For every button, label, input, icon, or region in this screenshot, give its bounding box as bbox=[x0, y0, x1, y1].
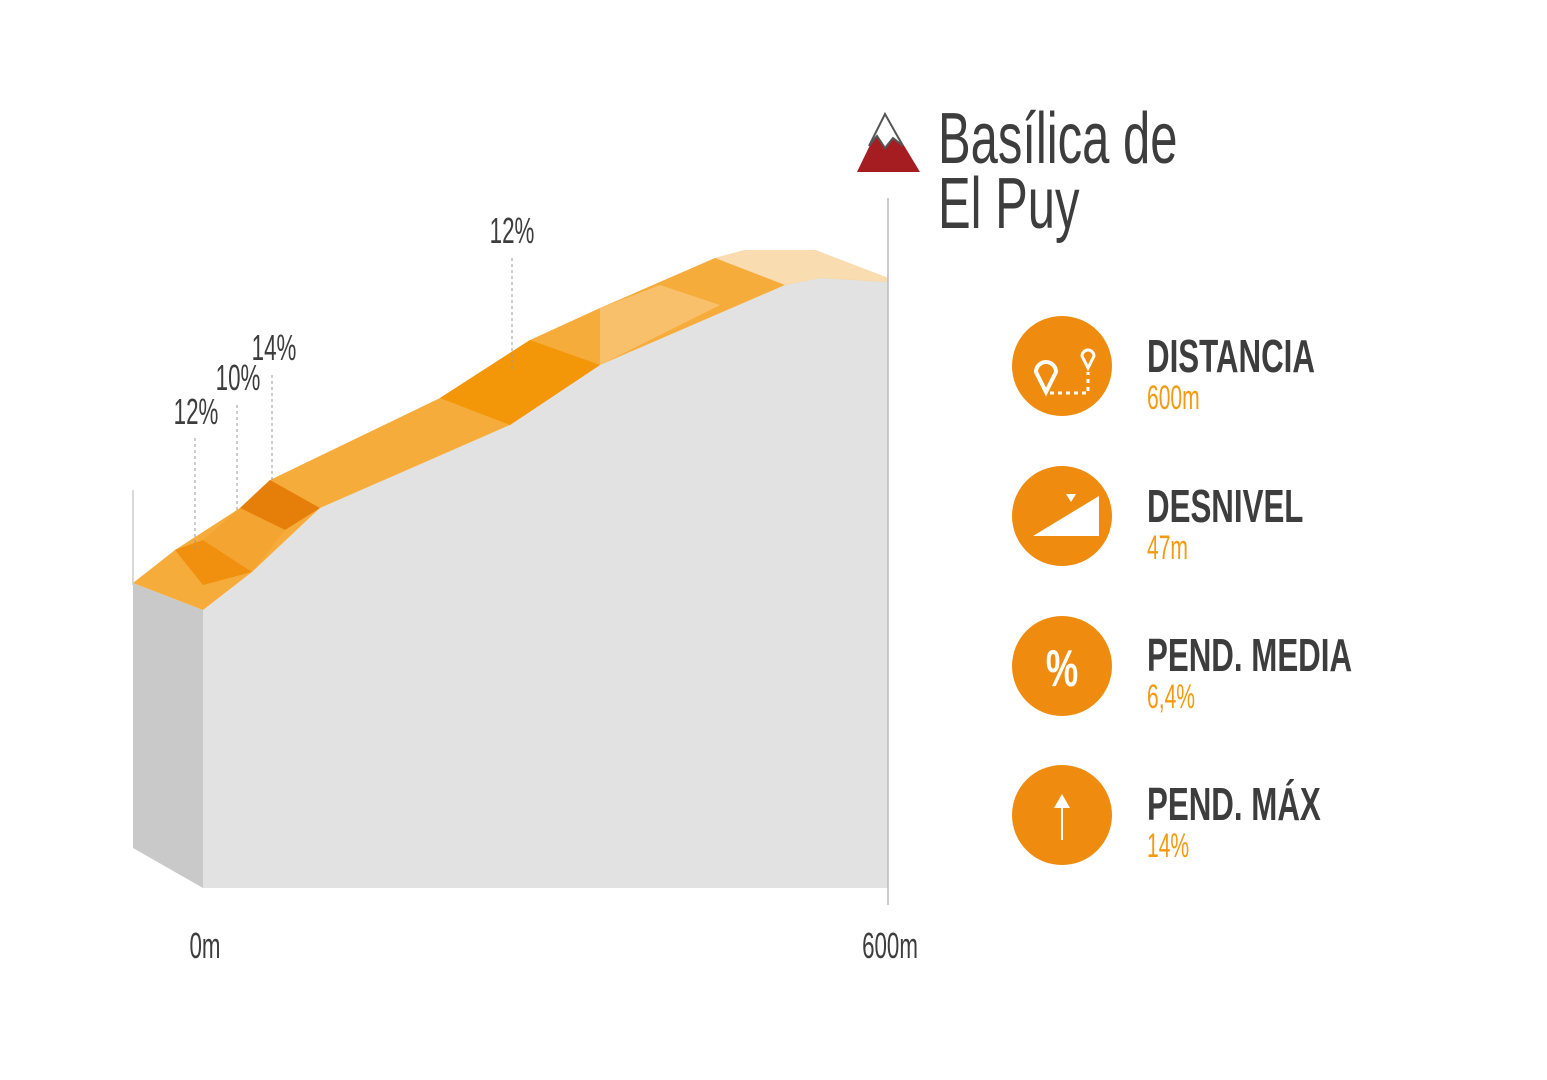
axis-label: 600m bbox=[862, 927, 918, 967]
axis-label: 0m bbox=[190, 927, 221, 967]
stat-label: DESNIVEL bbox=[1147, 481, 1303, 532]
stat-value: 6,4% bbox=[1147, 677, 1195, 715]
title-line: Basílica de bbox=[938, 99, 1177, 180]
profile-segment bbox=[600, 285, 720, 365]
title-block: Basílica de El Puy bbox=[857, 99, 1177, 245]
mountain-snow bbox=[868, 111, 904, 150]
stat-value: 47m bbox=[1147, 528, 1188, 566]
annotation: 12% bbox=[490, 212, 535, 252]
svg-text:%: % bbox=[1046, 638, 1078, 697]
profile-segment bbox=[240, 480, 320, 530]
stat-value: 14% bbox=[1147, 826, 1189, 864]
profile: 12% 10% 14% 12% 0m 600m bbox=[132, 198, 918, 967]
annotation: 14% bbox=[252, 329, 297, 369]
profile-side bbox=[133, 583, 203, 888]
title-line: El Puy bbox=[938, 164, 1080, 245]
profile-front bbox=[203, 278, 888, 888]
annotation: 10% bbox=[216, 359, 261, 399]
annotation: 12% bbox=[174, 393, 219, 433]
stat-icon bbox=[1012, 316, 1112, 416]
profile-segment bbox=[440, 340, 600, 425]
stat-label: PEND. MÁX bbox=[1147, 779, 1321, 830]
stat-label: PEND. MEDIA bbox=[1147, 630, 1352, 681]
stat-icon bbox=[1012, 466, 1112, 566]
stat-value: 600m bbox=[1147, 378, 1200, 416]
stats: % DISTANCIA 600m DESNIVEL 47m PEND. MEDI… bbox=[1012, 316, 1352, 865]
profile-segment bbox=[715, 250, 888, 285]
profile-segment bbox=[175, 540, 252, 585]
profile-segment bbox=[203, 508, 285, 572]
stat-label: DISTANCIA bbox=[1147, 331, 1315, 382]
stat-icon bbox=[1012, 616, 1112, 716]
